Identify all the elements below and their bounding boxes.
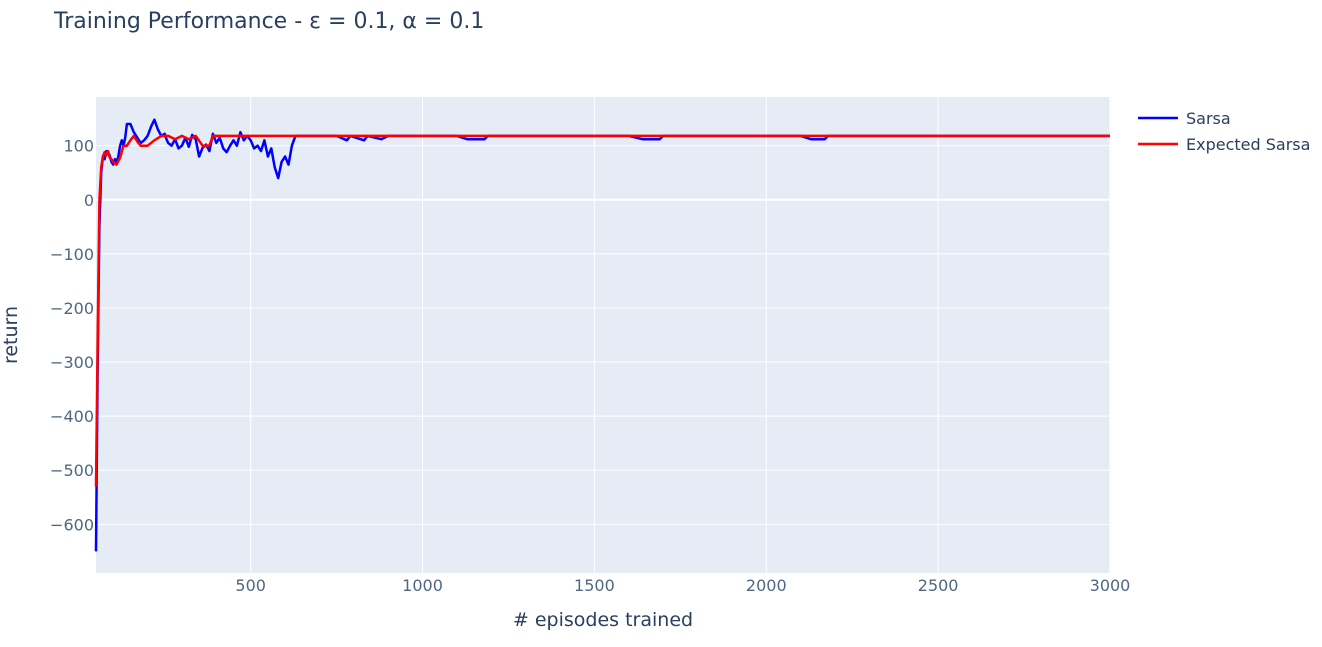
x-tick-label: 3000 [1090, 576, 1131, 595]
chart-title: Training Performance - ε = 0.1, α = 0.1 [53, 9, 484, 34]
legend: Sarsa Expected Sarsa [1138, 109, 1310, 154]
y-tick-label: 0 [84, 191, 94, 210]
x-tick-label: 500 [235, 576, 266, 595]
x-tick-label: 2500 [918, 576, 959, 595]
y-tick-label: −200 [50, 299, 94, 318]
y-axis-ticks: 100 0 −100 −200 −300 −400 −500 −600 [50, 137, 94, 535]
x-tick-label: 1500 [574, 576, 615, 595]
gridlines [96, 97, 1111, 573]
y-axis-title: return [0, 306, 22, 364]
legend-label-expected-sarsa: Expected Sarsa [1186, 135, 1310, 154]
y-tick-label: 100 [63, 137, 94, 156]
plot-area [96, 97, 1110, 573]
x-axis-title: # episodes trained [513, 609, 693, 631]
series-lines [94, 118, 1110, 552]
series-line-expected-sarsa [94, 134, 1110, 487]
y-tick-label: −500 [50, 461, 94, 480]
y-tick-label: −300 [50, 353, 94, 372]
x-tick-label: 2000 [746, 576, 787, 595]
x-tick-label: 1000 [402, 576, 443, 595]
y-tick-label: −600 [50, 515, 94, 534]
x-axis-ticks: 500 1000 1500 2000 2500 3000 [235, 576, 1130, 595]
y-tick-label: −400 [50, 407, 94, 426]
legend-label-sarsa: Sarsa [1186, 109, 1231, 128]
y-tick-label: −100 [50, 245, 94, 264]
